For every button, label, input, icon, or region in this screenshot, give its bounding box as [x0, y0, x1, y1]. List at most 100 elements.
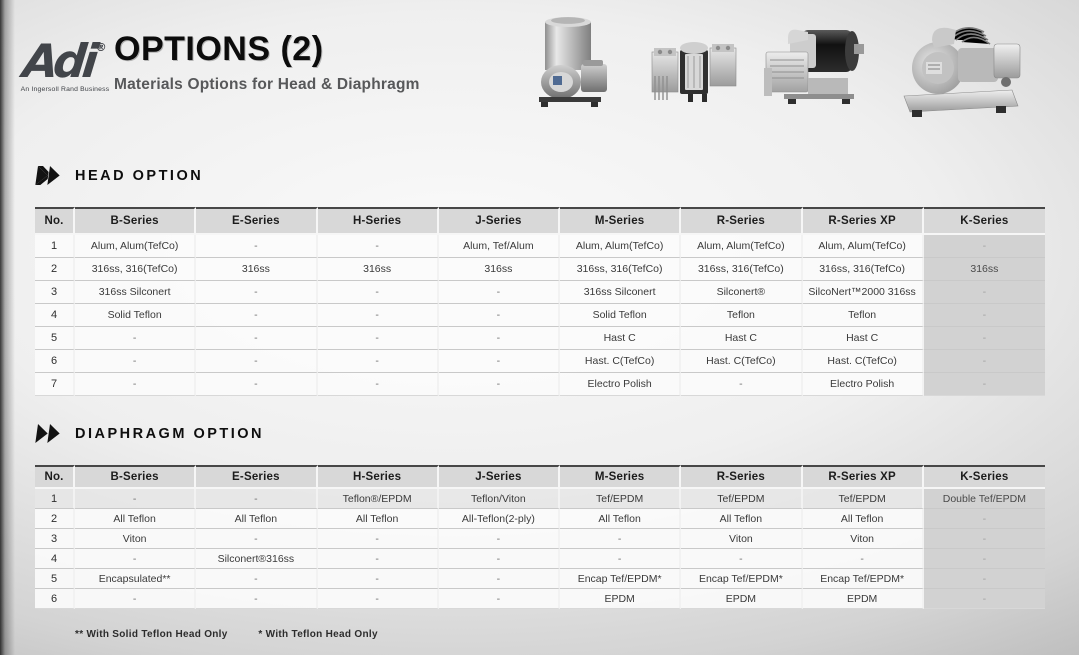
row-number: 2: [35, 258, 75, 281]
table-row: 1- - Teflon®/EPDM Teflon/Viton Tef/EPDM Tef/E…: [35, 489, 1045, 509]
row-number: 5: [35, 327, 75, 350]
table-cell: Solid Teflon: [560, 304, 682, 327]
table-cell: All Teflon: [196, 509, 318, 529]
table-cell: -: [196, 529, 318, 549]
column-header: R-Series XP: [802, 465, 924, 489]
product-images: [0, 0, 1079, 130]
table-cell: 316ss: [438, 258, 560, 281]
column-header: R-Series XP: [802, 207, 924, 235]
row-number: 4: [35, 549, 75, 569]
page-subtitle: Materials Options for Head & Diaphragm: [114, 76, 420, 93]
table-cell: Teflon/Viton: [438, 489, 560, 509]
table-cell: -: [560, 549, 682, 569]
table-cell: Silconert®316ss: [196, 549, 318, 569]
table-cell: 316ss, 316(TefCo): [681, 258, 803, 281]
table-cell: Alum, Alum(TefCo): [560, 235, 682, 258]
table-cell: 316ss, 316(TefCo): [560, 258, 682, 281]
footnote-teflon: * With Teflon Head Only: [258, 629, 378, 640]
table-cell: -: [75, 589, 197, 609]
table-cell: -: [75, 350, 197, 373]
table-cell: -: [317, 235, 439, 258]
column-header: B-Series: [75, 465, 197, 489]
table-cell: Encap Tef/EPDM*: [681, 569, 803, 589]
column-header: E-Series: [196, 465, 318, 489]
twin-head-pump-image: [648, 38, 740, 106]
column-header: M-Series: [560, 207, 682, 235]
table-cell: -: [923, 373, 1045, 396]
table-cell: Teflon: [802, 304, 924, 327]
table-cell: -: [196, 373, 318, 396]
table-cell: -: [196, 304, 318, 327]
table-cell: -: [438, 281, 560, 304]
table-row: 4- Silconert®316ss - - - - - -: [35, 549, 1045, 569]
row-number: 1: [35, 235, 75, 258]
table-row: 3 Viton - - - - Viton Viton -: [35, 529, 1045, 549]
column-header: B-Series: [75, 207, 197, 235]
row-number: 7: [35, 373, 75, 396]
table-cell: -: [196, 327, 318, 350]
table-cell: EPDM: [802, 589, 924, 609]
section-title-label: DIAPHRAGM OPTION: [75, 425, 265, 442]
table-cell: 316ss, 316(TefCo): [802, 258, 924, 281]
column-header: J-Series: [438, 207, 560, 235]
footnote: ** With Solid Teflon Head Only * With Te…: [75, 629, 406, 640]
table-row: 4 Solid Teflon - - - Solid Teflon Teflon Teflon…: [35, 304, 1045, 327]
table-cell: EPDM: [681, 589, 803, 609]
head-option-table: No. B-Series E-Series H-Series J-Series M-Ser…: [35, 207, 1045, 396]
table-cell: Alum, Alum(TefCo): [75, 235, 197, 258]
adi-logo: Adi® An Ingersoll Rand Business: [13, 24, 117, 93]
table-cell: -: [923, 569, 1045, 589]
table-cell: -: [923, 529, 1045, 549]
table-cell: -: [75, 489, 197, 509]
table-cell: Viton: [681, 529, 803, 549]
table-cell: 316ss Silconert: [560, 281, 682, 304]
column-header: K-Series: [923, 465, 1045, 489]
logo-tagline: An Ingersoll Rand Business: [20, 86, 110, 93]
diaphragm-option-section-title: DIAPHRAGM OPTION: [35, 424, 264, 443]
table-cell: -: [317, 350, 439, 373]
column-header: R-Series: [681, 465, 803, 489]
column-header: M-Series: [560, 465, 682, 489]
column-header: No.: [35, 207, 75, 235]
table-cell: Viton: [75, 529, 197, 549]
table-cell: Hast. C(TefCo): [802, 350, 924, 373]
table-cell: -: [923, 509, 1045, 529]
compressor-pump-image: [896, 18, 1026, 118]
table-cell: 316ss, 316(TefCo): [75, 258, 197, 281]
table-cell: Encap Tef/EPDM*: [802, 569, 924, 589]
page-title: OPTIONS (2): [114, 30, 324, 68]
table-cell: Hast C: [681, 327, 803, 350]
table-cell: -: [438, 304, 560, 327]
column-header: J-Series: [438, 465, 560, 489]
table-cell: -: [438, 350, 560, 373]
table-cell: 316ss: [196, 258, 318, 281]
table-cell: -: [923, 327, 1045, 350]
row-number: 2: [35, 509, 75, 529]
table-cell: Teflon: [681, 304, 803, 327]
double-chevron-icon: [35, 424, 60, 443]
table-cell: -: [317, 589, 439, 609]
row-number: 3: [35, 529, 75, 549]
table-cell: All-Teflon(2-ply): [438, 509, 560, 529]
column-header: R-Series: [681, 207, 803, 235]
table-cell: -: [317, 327, 439, 350]
footnote-solid-teflon: ** With Solid Teflon Head Only: [75, 629, 228, 640]
table-cell: EPDM: [560, 589, 682, 609]
table-cell: -: [923, 235, 1045, 258]
table-cell: -: [923, 304, 1045, 327]
row-number: 5: [35, 569, 75, 589]
row-number: 4: [35, 304, 75, 327]
table-row: 5- - - - Hast C Hast C Hast C-: [35, 327, 1045, 350]
table-cell: Teflon®/EPDM: [317, 489, 439, 509]
table-row: 6- - - - Hast. C(TefCo) Hast. C(TefCo) Hast. C…: [35, 350, 1045, 373]
title-block: OPTIONS (2) Materials Options for Head &…: [114, 30, 420, 94]
table-cell: -: [438, 529, 560, 549]
table-cell: Viton: [802, 529, 924, 549]
table-cell: -: [75, 549, 197, 569]
table-cell: -: [438, 373, 560, 396]
table-cell: -: [196, 589, 318, 609]
row-number: 1: [35, 489, 75, 509]
table-cell: Alum, Alum(TefCo): [802, 235, 924, 258]
column-header: No.: [35, 465, 75, 489]
